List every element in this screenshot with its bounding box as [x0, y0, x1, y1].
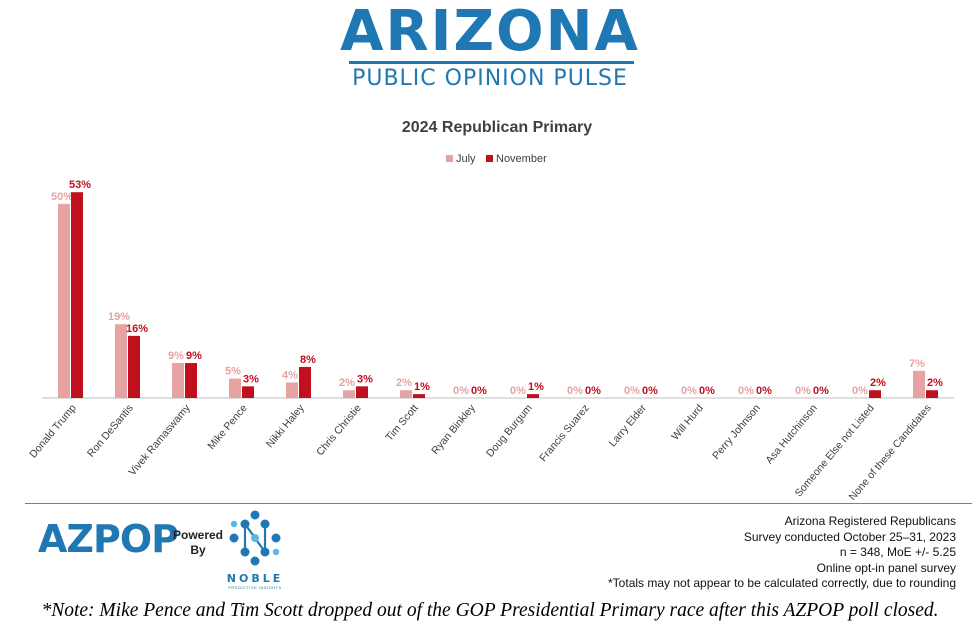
data-label-july: 0%: [510, 385, 526, 397]
bar-november: [869, 390, 881, 398]
brand-subtitle: PUBLIC OPINION PULSE: [352, 66, 628, 91]
x-tick-label: Nikki Haley: [264, 402, 307, 451]
bar-july: [400, 390, 412, 398]
noble-logo-icon: [229, 510, 281, 566]
bar-july: [172, 363, 184, 398]
noble-tagline: PREDICTIVE INSIGHTS: [228, 585, 282, 590]
x-tick-label: Doug Burgum: [484, 402, 535, 460]
data-label-november: 8%: [300, 354, 316, 366]
legend-swatch-november: [486, 155, 493, 162]
bar-november: [926, 390, 938, 398]
footer-divider: [25, 503, 972, 504]
brand-rule: [349, 61, 634, 64]
data-label-july: 7%: [909, 358, 925, 370]
bar-july: [913, 370, 925, 398]
data-label-november: 1%: [414, 381, 430, 393]
data-label-november: 0%: [642, 385, 658, 397]
bar-july: [343, 390, 355, 398]
bar-november: [299, 366, 311, 398]
bar-chart: 2024 Republican Primary July November 50%53…: [27, 119, 954, 500]
data-label-november: 0%: [585, 385, 601, 397]
footnote: *Note: Mike Pence and Tim Scott dropped …: [41, 600, 939, 621]
data-label-july: 0%: [795, 385, 811, 397]
data-label-july: 0%: [681, 385, 697, 397]
data-label-july: 5%: [225, 366, 241, 378]
data-label-july: 4%: [282, 369, 298, 381]
data-label-july: 0%: [852, 385, 868, 397]
azpop-logo: AZPOP: [38, 517, 179, 561]
data-label-july: 2%: [396, 377, 412, 389]
bar-november: [356, 386, 368, 398]
data-label-november: 2%: [870, 377, 886, 389]
bar-november: [71, 192, 83, 398]
x-tick-label: Ryan Binkley: [429, 402, 478, 457]
data-label-november: 0%: [699, 385, 715, 397]
x-tick-label: Will Hurd: [669, 402, 706, 442]
bar-november: [413, 394, 425, 398]
data-label-july: 0%: [567, 385, 583, 397]
data-label-november: 3%: [357, 373, 373, 385]
x-tick-label: Francis Suarez: [537, 402, 592, 464]
x-tick-label: Asa Hutchinson: [763, 402, 820, 466]
survey-line: Arizona Registered Republicans: [784, 514, 956, 528]
azpop-logo-text: AZPOP: [38, 517, 179, 561]
bar-july: [58, 203, 70, 398]
bar-july: [229, 378, 241, 398]
x-tick-label: Perry Johnson: [710, 402, 763, 462]
bar-november: [242, 386, 254, 398]
data-label-november: 16%: [126, 323, 148, 335]
data-label-november: 0%: [471, 385, 487, 397]
bar-july: [286, 382, 298, 398]
survey-line: Survey conducted October 25–31, 2023: [743, 529, 956, 544]
data-label-july: 0%: [738, 385, 754, 397]
noble-name: NOBLE: [226, 572, 284, 585]
data-label-november: 9%: [186, 350, 202, 362]
powered-by-label: Powered By: [173, 528, 224, 557]
survey-line: Online opt-in panel survey: [816, 560, 956, 575]
legend-label-july: July: [456, 153, 476, 165]
x-tick-label: Mike Pence: [205, 402, 250, 452]
x-tick-label: Vivek Ramaswamy: [126, 402, 193, 479]
bar-november: [185, 363, 197, 398]
data-label-july: 19%: [108, 311, 130, 323]
chart-title: 2024 Republican Primary: [402, 119, 592, 136]
bar-november: [527, 394, 539, 398]
survey-line: *Totals may not appear to be calculated …: [608, 576, 956, 590]
data-label-november: 3%: [243, 373, 259, 385]
bar-july: [115, 324, 127, 398]
x-tick-label: Chris Christie: [314, 402, 364, 458]
x-tick-label: Donald Trump: [27, 402, 79, 460]
data-label-july: 2%: [339, 377, 355, 389]
data-label-november: 1%: [528, 381, 544, 393]
survey-info: Arizona Registered Republicans Survey co…: [608, 514, 956, 592]
bar-november: [128, 335, 140, 398]
brand-title: ARIZONA: [340, 0, 640, 64]
data-label-november: 53%: [69, 179, 91, 191]
legend-label-november: November: [496, 153, 547, 165]
data-label-july: 9%: [168, 350, 184, 362]
x-tick-label: Tim Scott: [383, 402, 420, 443]
brand-header: ARIZONA PUBLIC OPINION PULSE: [0, 0, 980, 100]
survey-line: n = 348, MoE +/- 5.25: [839, 545, 956, 559]
data-label-july: 0%: [624, 385, 640, 397]
data-label-july: 0%: [453, 385, 469, 397]
x-tick-label: Larry Elder: [607, 402, 650, 449]
data-label-july: 50%: [51, 191, 73, 203]
data-label-november: 0%: [756, 385, 772, 397]
data-label-november: 2%: [927, 377, 943, 389]
data-label-november: 0%: [813, 385, 829, 397]
legend-swatch-july: [446, 155, 453, 162]
x-tick-label: Ron DeSantis: [85, 402, 136, 459]
